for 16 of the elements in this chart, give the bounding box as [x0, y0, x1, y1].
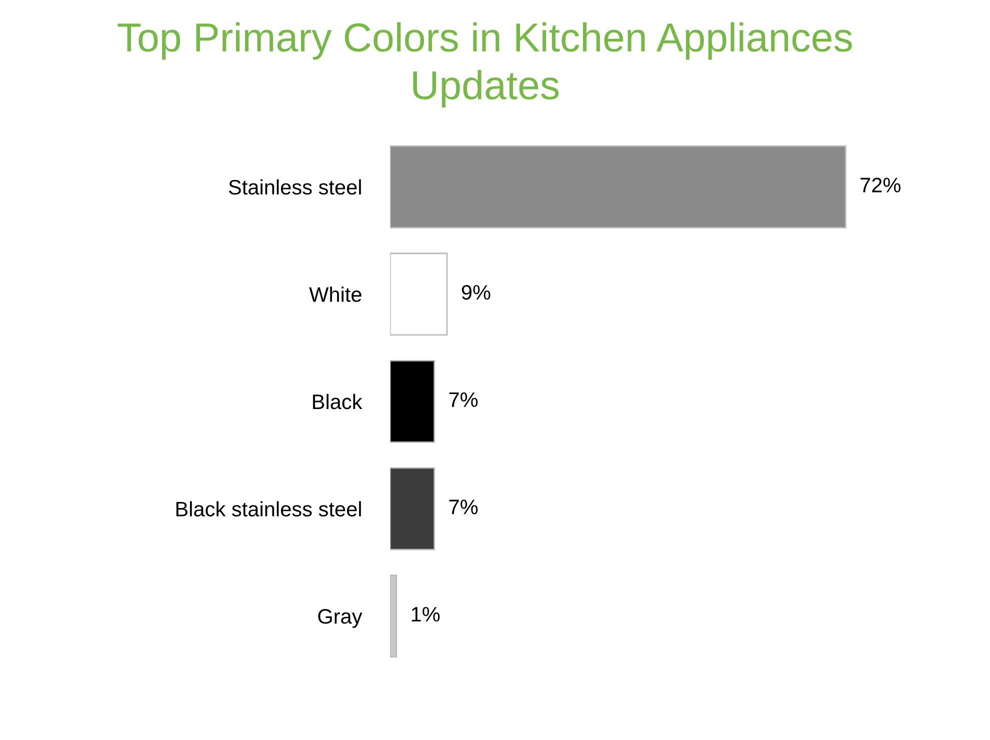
data-label: 7%	[449, 392, 478, 407]
y-tick-label: Stainless steel	[228, 179, 361, 195]
y-tick-label: Black	[313, 394, 362, 410]
data-label: 72%	[860, 178, 900, 192]
bar	[390, 360, 436, 443]
data-label: 1%	[412, 606, 440, 622]
data-label: 9%	[462, 284, 490, 300]
data-label: 7%	[449, 500, 478, 514]
y-tick-label: White	[309, 286, 362, 302]
bar	[390, 574, 398, 658]
y-tick-label: Gray	[318, 609, 362, 628]
y-tick-label: Black stainless steel	[176, 501, 361, 517]
chart-title: Top Primary Colors in Kitchen Appliances Updates	[118, 22, 852, 108]
bar	[390, 145, 846, 228]
bar	[390, 467, 436, 550]
bar	[390, 252, 448, 336]
